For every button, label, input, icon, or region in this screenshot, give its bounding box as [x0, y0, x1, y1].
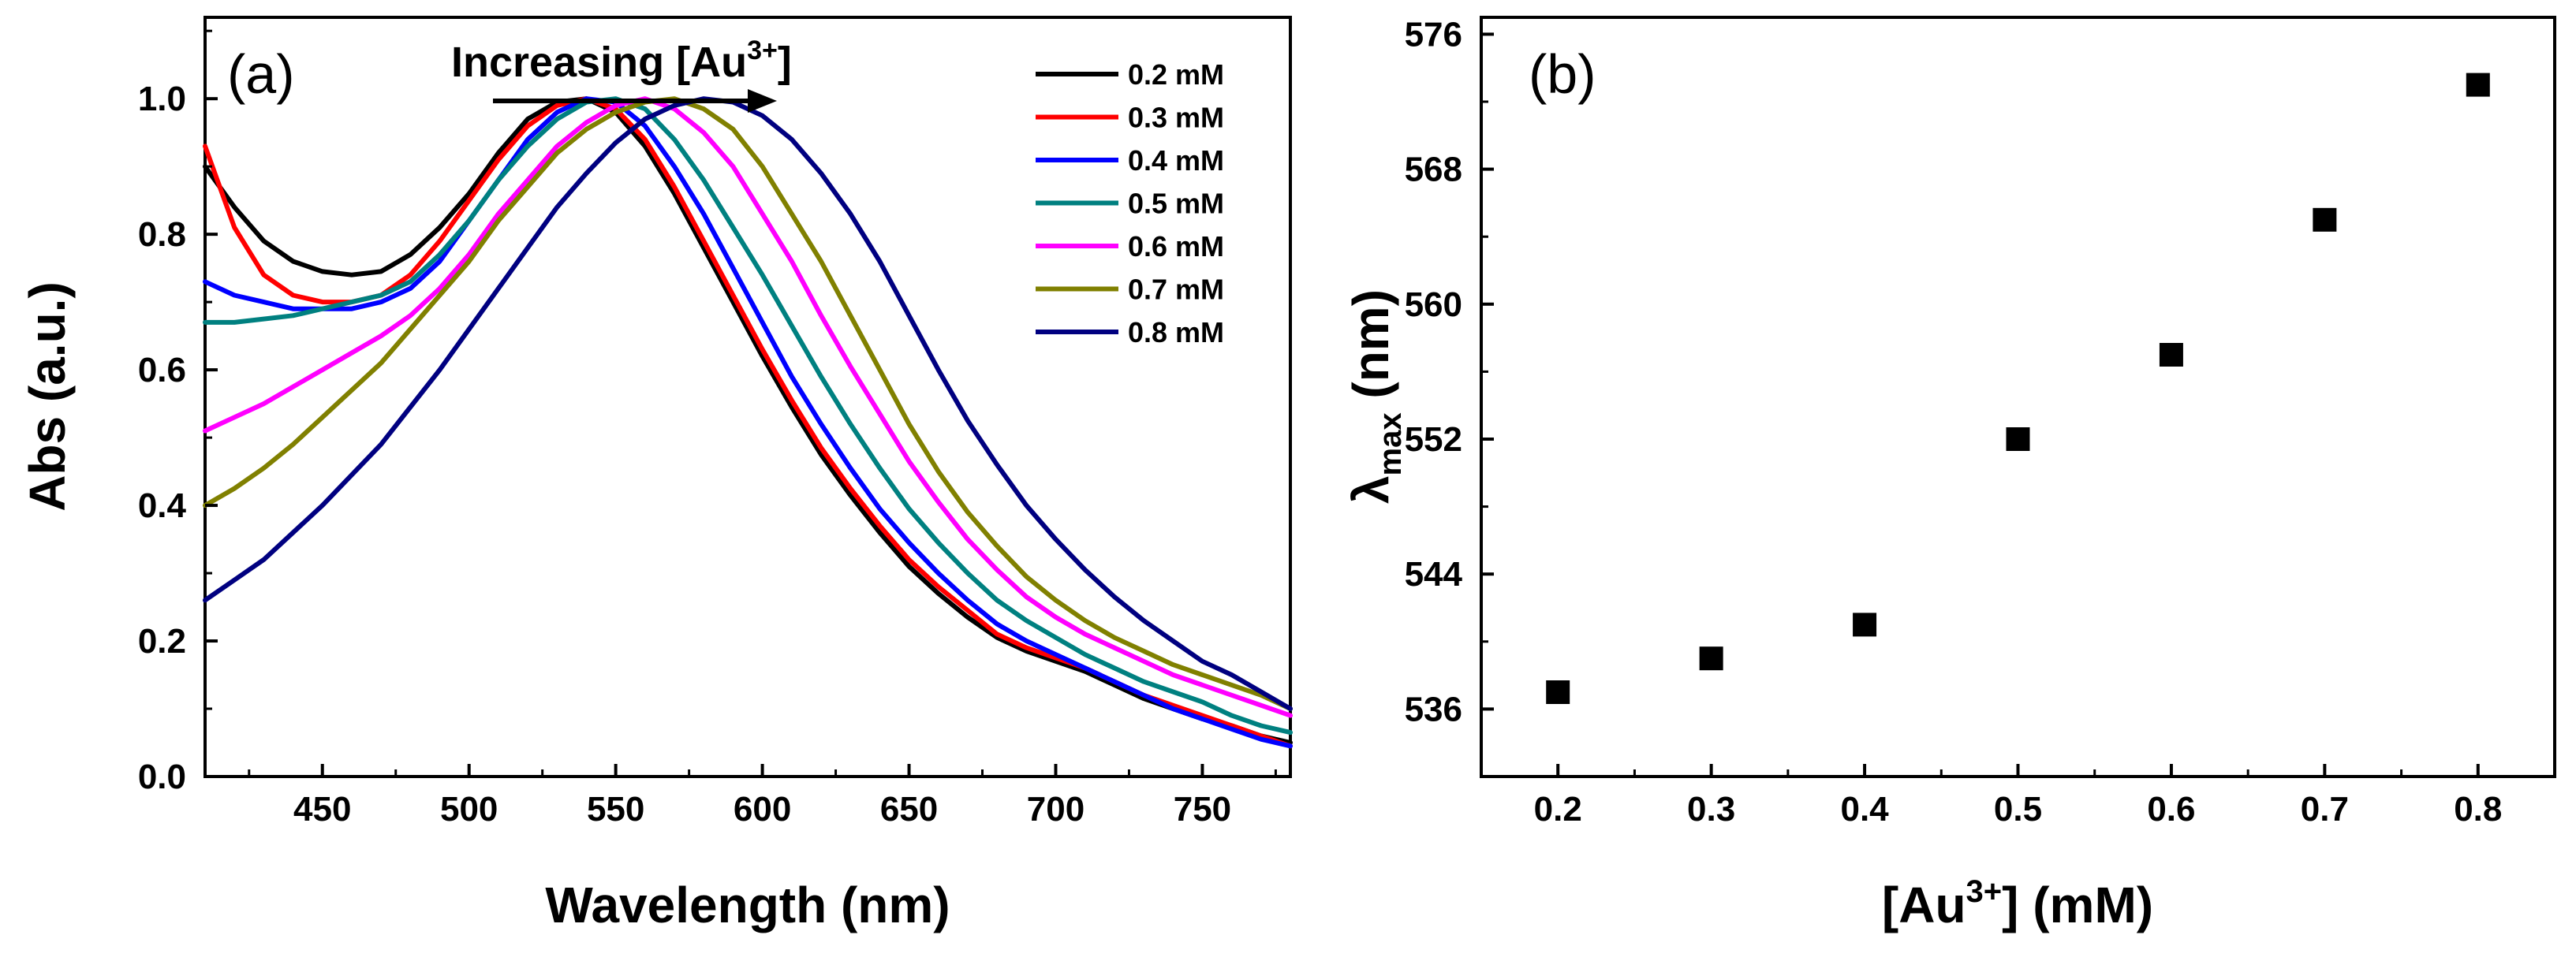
legend-label-0-2-mm: 0.2 mM [1128, 58, 1224, 91]
legend-label-0-3-mm: 0.3 mM [1128, 102, 1224, 134]
data-point-0-5 [2006, 427, 2030, 451]
b-y-tick-label-560: 560 [1405, 285, 1462, 324]
series-line-0-7-mm [203, 96, 1293, 711]
panel-b-y-ticks: 536 544 552 560 568 576 [1405, 15, 1494, 728]
b-y-tick-label-552: 552 [1405, 420, 1462, 459]
legend-label-0-6-mm: 0.6 mM [1128, 230, 1224, 263]
panel-b-ylabel-post: (nm) [1342, 289, 1399, 412]
panel-b-ylabel-main: λ [1342, 475, 1399, 504]
panel-a-y-ticks: 0.0 0.2 0.4 0.6 0.8 1.0 [138, 29, 218, 796]
x-tick-label-500: 500 [440, 790, 498, 829]
series-line-0-2-mm [203, 96, 1293, 745]
annotation-superscript: 3+ [747, 35, 778, 65]
panel-a-y-axis-title: Abs (a.u.) [19, 281, 76, 512]
b-x-tick-label-0-6: 0.6 [2147, 790, 2195, 829]
panel-a-x-ticks: 450 500 550 600 650 700 750 [248, 764, 1277, 829]
x-tick-label-650: 650 [880, 790, 938, 829]
panel-a-series-group [203, 96, 1293, 749]
y-tick-label-0.8: 0.8 [138, 215, 186, 254]
x-tick-label-750: 750 [1174, 790, 1231, 829]
annotation-close: ] [778, 39, 792, 86]
y-tick-label-1.0: 1.0 [138, 80, 186, 118]
series-line-0-5-mm [203, 96, 1293, 736]
panel-b-points-group [1546, 73, 2490, 704]
b-x-tick-label-0-4: 0.4 [1840, 790, 1889, 829]
panel-b-plot-frame [1480, 16, 2556, 778]
x-tick-label-550: 550 [587, 790, 644, 829]
b-y-tick-label-568: 568 [1405, 151, 1462, 189]
legend-label-0-4-mm: 0.4 mM [1128, 144, 1224, 177]
panel-b-xlabel-pre: [Au [1882, 877, 1966, 933]
b-x-tick-label-0-3: 0.3 [1687, 790, 1735, 829]
panel-a-legend: 0.2 mM 0.3 mM 0.4 mM 0.5 mM 0.6 mM 0.7 mM 0.8 … [1036, 58, 1224, 348]
data-point-0-2 [1546, 680, 1570, 704]
panel-a-absorbance-chart: 450 500 550 600 650 700 750 0.0 0.2 0.4 0.6 0.8 1.0… [19, 16, 1293, 933]
b-x-tick-label-0-2: 0.2 [1534, 790, 1582, 829]
b-x-tick-label-0-5: 0.5 [1994, 790, 2042, 829]
panel-b-lambda-max-chart: 0.2 0.3 0.4 0.5 0.6 0.7 0.8 536 544 552 560 568 576… [1342, 15, 2556, 933]
data-point-0-3 [1699, 646, 1723, 671]
data-point-0-6 [2159, 343, 2183, 367]
y-tick-label-0.6: 0.6 [138, 351, 186, 389]
increasing-annotation: Increasing [Au3+] [451, 35, 792, 113]
legend-label-0-5-mm: 0.5 mM [1128, 188, 1224, 220]
y-tick-label-0.0: 0.0 [138, 758, 186, 796]
panel-a-x-axis-title: Wavelength (nm) [545, 877, 950, 933]
x-tick-label-700: 700 [1027, 790, 1085, 829]
svg-text:Increasing [Au3+]: Increasing [Au3+] [451, 35, 792, 86]
data-point-0-7 [2313, 207, 2337, 232]
panel-b-y-axis-title: λmax (nm) [1342, 289, 1408, 504]
panel-b-xlabel-post: ] (mM) [2002, 877, 2153, 933]
b-y-tick-label-544: 544 [1405, 555, 1463, 594]
legend-label-0-8-mm: 0.8 mM [1128, 316, 1224, 348]
annotation-text: Increasing [Au [451, 39, 747, 86]
b-y-tick-label-576: 576 [1405, 15, 1462, 54]
panel-b-ylabel-sub: max [1373, 412, 1408, 475]
b-y-tick-label-536: 536 [1405, 690, 1462, 728]
panel-b-xlabel-sup: 3+ [1966, 874, 2003, 909]
series-line-0-4-mm [203, 96, 1293, 749]
panel-b-label: (b) [1529, 43, 1596, 105]
series-line-0-6-mm [203, 96, 1293, 718]
panel-b-x-ticks: 0.2 0.3 0.4 0.5 0.6 0.7 0.8 [1480, 764, 2502, 829]
data-point-0-8 [2466, 73, 2490, 97]
data-point-0-4 [1853, 613, 1877, 637]
x-tick-label-600: 600 [734, 790, 791, 829]
y-tick-label-0.4: 0.4 [138, 486, 187, 525]
panel-a-plot-frame [203, 16, 1292, 778]
b-x-tick-label-0-7: 0.7 [2301, 790, 2349, 829]
panel-a-label: (a) [227, 43, 295, 105]
panel-b-x-axis-title: [Au3+] (mM) [1882, 874, 2153, 933]
annotation-arrow-head [748, 89, 777, 113]
x-tick-label-450: 450 [293, 790, 351, 829]
legend-label-0-7-mm: 0.7 mM [1128, 274, 1224, 306]
b-x-tick-label-0-8: 0.8 [2454, 790, 2502, 829]
y-tick-label-0.2: 0.2 [138, 622, 186, 661]
